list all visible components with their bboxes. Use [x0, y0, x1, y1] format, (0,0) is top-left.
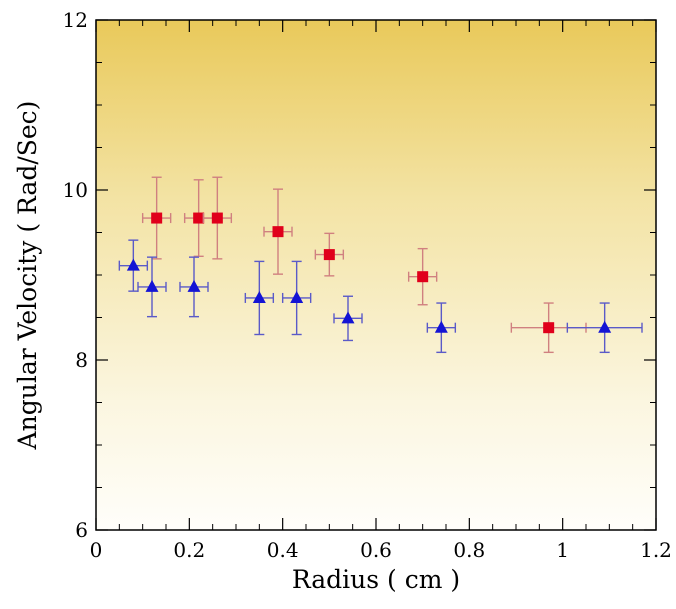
data-point-triangle	[252, 290, 266, 303]
data-point-triangle	[145, 279, 159, 292]
data-series	[118, 176, 643, 354]
data-point-square	[151, 212, 163, 224]
x-axis-label: Radius ( cm )	[292, 565, 460, 594]
data-point-triangle	[598, 320, 612, 333]
data-point-square	[193, 212, 205, 224]
y-tick-label: 6	[75, 518, 88, 542]
y-axis-label: Angular Velocity ( Rad/Sec)	[13, 101, 42, 451]
x-tick-label: 0	[90, 538, 103, 562]
data-point-triangle	[187, 279, 201, 292]
data-point-square	[323, 249, 335, 261]
plot-area	[96, 20, 656, 530]
data-point-triangle	[434, 320, 448, 333]
data-point-square	[543, 322, 555, 334]
x-tick-label: 0.8	[453, 538, 485, 562]
tick-labels: 0 0.2 0.4 0.6 0.8 1 1.2 6 8 10 12	[63, 8, 672, 562]
y-tick-label: 12	[63, 8, 88, 32]
data-point-triangle	[290, 290, 304, 303]
x-tick-label: 1	[556, 538, 569, 562]
data-point-triangle	[126, 258, 140, 271]
y-tick-label: 8	[75, 348, 88, 372]
series-triangle	[118, 239, 643, 354]
x-tick-label: 0.4	[267, 538, 299, 562]
data-point-square	[417, 271, 429, 283]
x-tick-label: 0.6	[360, 538, 392, 562]
y-tick-label: 10	[63, 178, 88, 202]
data-point-square	[272, 226, 284, 238]
x-tick-label: 0.2	[173, 538, 205, 562]
data-point-square	[211, 212, 223, 224]
plot-frame	[95, 19, 657, 531]
data-point-triangle	[341, 311, 355, 324]
x-tick-label: 1.2	[640, 538, 672, 562]
